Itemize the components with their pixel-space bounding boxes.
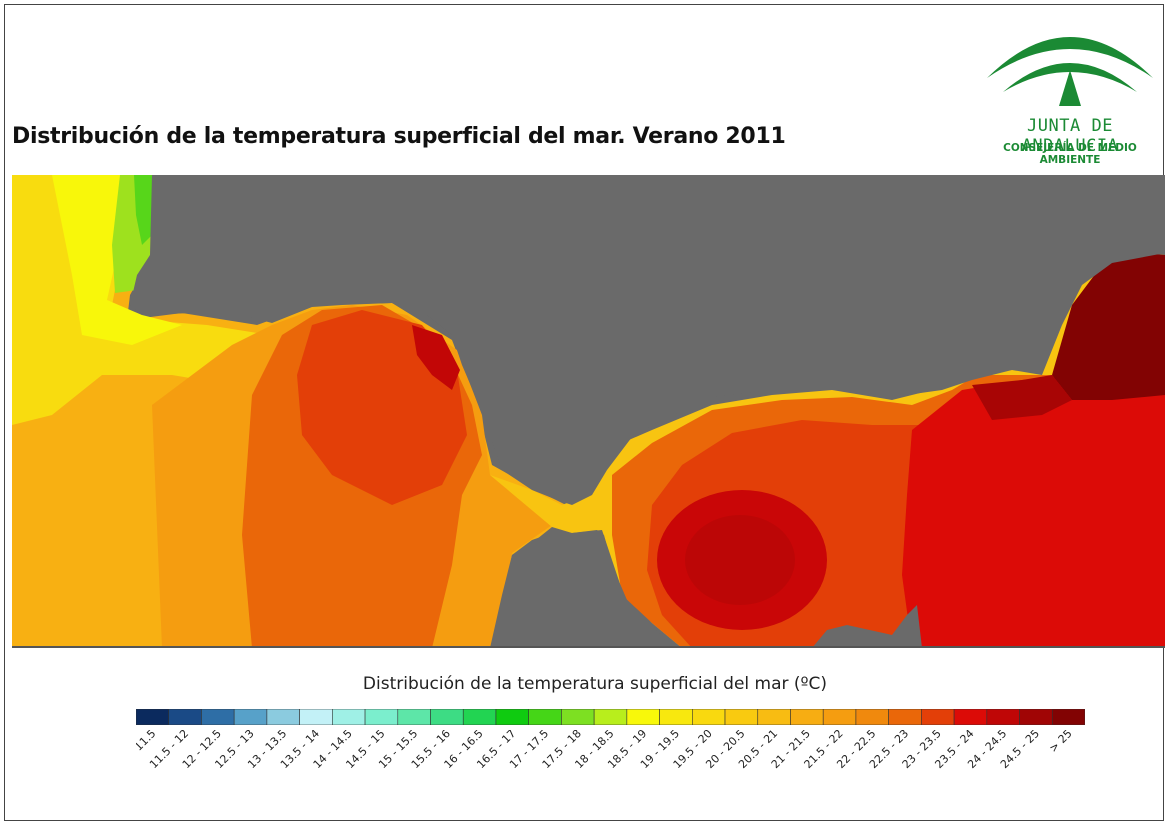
legend-swatch <box>626 709 660 725</box>
legend-swatch <box>528 709 562 725</box>
legend-color-bar <box>136 709 1085 725</box>
legend-swatch <box>822 709 857 725</box>
logo-emblem <box>987 37 1153 106</box>
legend-swatch <box>201 709 235 725</box>
legend-swatch <box>790 709 824 725</box>
logo-subtitle: CONSEJERÍA DE MEDIO AMBIENTE <box>1003 142 1137 166</box>
legend-swatch <box>397 709 431 725</box>
legend-swatch <box>299 709 333 725</box>
legend-swatch <box>888 709 922 725</box>
legend-swatch <box>168 709 202 725</box>
legend-swatch <box>986 709 1020 725</box>
legend-swatch <box>757 709 791 725</box>
legend-title: Distribución de la temperatura superfici… <box>362 674 828 694</box>
legend-swatch <box>364 709 399 725</box>
legend-swatch <box>332 709 366 725</box>
legend-swatch <box>855 709 889 725</box>
sea-surface-temperature-map <box>12 175 1165 648</box>
legend-swatch <box>921 709 955 725</box>
legend-swatch <box>495 709 529 725</box>
zone-24-25 <box>972 375 1072 420</box>
legend-swatch <box>430 709 464 725</box>
alboran-gyre-core <box>685 515 795 605</box>
legend-swatch <box>692 709 726 725</box>
legend-swatch <box>724 709 759 725</box>
junta-de-andalucia-logo: JUNTA DE ANDALUCIA CONSEJERÍA DE MEDIO A… <box>975 14 1165 166</box>
legend-swatch <box>593 709 628 725</box>
land-africa <box>490 530 672 648</box>
zone-18-5-19 <box>52 175 182 345</box>
land-andalucia <box>130 175 1165 505</box>
legend-label: > 25 <box>1047 730 1075 755</box>
legend-swatch <box>1019 709 1053 725</box>
map-title: Distribución de la temperatura superfici… <box>12 124 786 149</box>
legend-swatch <box>233 709 268 725</box>
legend-swatch <box>1051 709 1085 725</box>
legend-swatch <box>659 709 693 725</box>
zone-23-5-24-alboran <box>902 370 1165 648</box>
land-africa-east <box>812 605 922 648</box>
zone-23-5-24-west <box>412 325 460 390</box>
legend-swatch <box>953 709 988 725</box>
legend-swatch <box>266 709 300 725</box>
zone-over-25 <box>1052 253 1165 400</box>
legend-swatch <box>136 709 170 725</box>
logo-name: JUNTA DE ANDALUCIA <box>1021 116 1119 156</box>
legend-swatch <box>462 709 497 725</box>
zone-17 <box>134 175 152 245</box>
legend-swatch <box>561 709 595 725</box>
